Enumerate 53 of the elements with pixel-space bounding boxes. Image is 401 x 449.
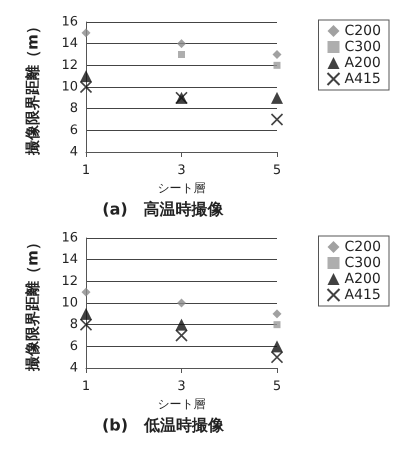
x-tick-label: 3 — [177, 163, 186, 178]
x-tick-label: 1 — [82, 163, 90, 178]
y-tick-label: 14 — [61, 36, 78, 52]
legend-label: A200 — [344, 271, 381, 287]
y-tick-label: 6 — [70, 338, 78, 354]
legend-label: A415 — [344, 287, 381, 303]
legend-label: C300 — [344, 39, 382, 55]
y-tick-label: 8 — [70, 101, 78, 116]
legend-label: A415 — [344, 71, 381, 87]
point — [175, 329, 188, 342]
point — [274, 321, 280, 328]
point — [80, 318, 92, 331]
x-tick-label: 3 — [177, 379, 186, 394]
y-axis-title: 撮像限界距離（m） — [24, 235, 42, 372]
legend-label: C200 — [344, 239, 382, 255]
point — [271, 92, 283, 104]
x-axis-title: シート層 — [158, 180, 206, 195]
y-tick-label: 12 — [61, 58, 78, 73]
x-tick-label: 5 — [272, 379, 282, 394]
y-tick-label: 10 — [61, 296, 78, 310]
point — [272, 50, 282, 59]
point — [274, 62, 280, 69]
point — [178, 51, 185, 58]
y-tick-label: 14 — [61, 252, 78, 268]
legend-label: A200 — [344, 55, 381, 71]
point — [270, 113, 284, 126]
y-tick-label: 8 — [70, 317, 78, 332]
legend-label: C200 — [344, 23, 382, 39]
y-tick-label: 10 — [61, 80, 78, 94]
y-tick-label: 6 — [70, 122, 78, 138]
y-tick-label: 4 — [70, 144, 78, 160]
text: (b) 低温時撮像 — [102, 416, 226, 434]
point — [80, 308, 92, 320]
y-tick-label: 16 — [61, 14, 78, 30]
x-axis-title: シート層 — [158, 396, 206, 411]
x-tick-label: 5 — [272, 163, 282, 178]
point — [82, 288, 90, 297]
y-tick-label: 16 — [61, 230, 78, 246]
text: (a) 高温時撮像 — [102, 200, 225, 218]
point — [176, 318, 188, 331]
point — [177, 39, 186, 48]
point — [270, 350, 284, 364]
x-tick-label: 1 — [82, 379, 90, 394]
y-tick-label: 12 — [61, 274, 78, 289]
point — [82, 28, 90, 38]
y-tick-label: 4 — [70, 360, 78, 376]
point — [80, 70, 92, 82]
point — [80, 80, 92, 94]
y-axis-title: 撮像限界距離（m） — [24, 19, 42, 156]
point — [177, 298, 186, 308]
point — [272, 309, 282, 318]
legend-label: C300 — [344, 255, 382, 271]
point — [271, 340, 283, 352]
